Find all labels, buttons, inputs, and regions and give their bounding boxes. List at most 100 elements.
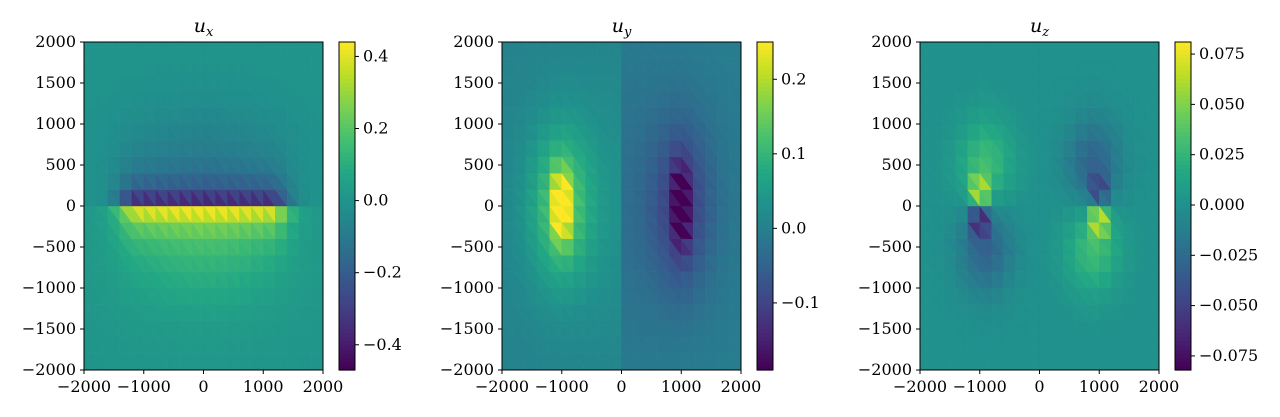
colorbar-tick-label: 0.2 bbox=[363, 119, 388, 138]
y-tick-label: 1000 bbox=[453, 114, 494, 133]
colorbar-band bbox=[757, 144, 773, 150]
colorbar-band bbox=[339, 128, 355, 133]
y-tick-label: −1500 bbox=[440, 319, 494, 338]
colorbar-band bbox=[757, 201, 773, 207]
colorbar-band bbox=[757, 165, 773, 170]
colorbar-band bbox=[1175, 292, 1191, 297]
colorbar-band bbox=[757, 124, 773, 129]
colorbar-tick-label: −0.1 bbox=[781, 293, 820, 312]
colorbar-band bbox=[1175, 181, 1191, 187]
y-tick-label: 1000 bbox=[871, 114, 912, 133]
x-tick-label: 2000 bbox=[1139, 377, 1180, 396]
colorbar-band bbox=[757, 365, 773, 371]
colorbar-band bbox=[757, 226, 773, 232]
colorbar-band bbox=[339, 218, 355, 223]
y-tick-label: 1000 bbox=[35, 114, 76, 133]
colorbar-band bbox=[339, 263, 355, 269]
colorbar-band bbox=[339, 300, 355, 305]
colorbar-band bbox=[1175, 210, 1191, 215]
y-tick-label: 500 bbox=[463, 155, 494, 174]
colorbar-band bbox=[1175, 185, 1191, 191]
colorbar-band bbox=[1175, 87, 1191, 92]
y-tick-label: 2000 bbox=[35, 32, 76, 51]
colorbar-band bbox=[339, 177, 355, 182]
colorbar-band bbox=[339, 320, 355, 326]
colorbar-band bbox=[339, 148, 355, 154]
colorbar-band bbox=[757, 267, 773, 273]
colorbar-tick-label: 0.2 bbox=[781, 69, 806, 88]
y-tick-label: −1000 bbox=[440, 278, 494, 297]
colorbar-band bbox=[339, 279, 355, 285]
colorbar-band bbox=[1175, 42, 1191, 47]
colorbar-band bbox=[339, 329, 355, 334]
colorbar-band bbox=[1175, 329, 1191, 334]
colorbar-band bbox=[339, 210, 355, 215]
colorbar-band bbox=[757, 333, 773, 338]
colorbar-tick-label: 0.0 bbox=[781, 218, 806, 237]
colorbar-band bbox=[1175, 353, 1191, 359]
colorbar-band bbox=[757, 300, 773, 305]
colorbar-band bbox=[757, 234, 773, 240]
colorbar-band bbox=[757, 292, 773, 297]
colorbar-band bbox=[339, 361, 355, 367]
colorbar-tick-label: 0.050 bbox=[1199, 94, 1245, 113]
colorbar-band bbox=[1175, 304, 1191, 310]
heatmap-mesh bbox=[501, 41, 742, 371]
colorbar-band bbox=[339, 357, 355, 363]
colorbar-band bbox=[757, 251, 773, 256]
colorbar-band bbox=[757, 62, 773, 68]
colorbar-band bbox=[1175, 357, 1191, 363]
colorbar-band bbox=[1175, 349, 1191, 355]
colorbar-band bbox=[757, 42, 773, 47]
colorbar-band bbox=[757, 197, 773, 203]
colorbar-band bbox=[339, 365, 355, 371]
colorbar-band bbox=[339, 255, 355, 260]
colorbar-band bbox=[757, 316, 773, 322]
colorbar-band bbox=[339, 292, 355, 297]
y-tick-label: 0 bbox=[484, 196, 494, 215]
colorbar-band bbox=[339, 165, 355, 170]
y-tick-label: 500 bbox=[881, 155, 912, 174]
colorbar-band bbox=[1175, 83, 1191, 88]
colorbar-band bbox=[339, 152, 355, 158]
colorbar-band bbox=[757, 230, 773, 236]
colorbar-band bbox=[757, 103, 773, 109]
colorbar-band bbox=[339, 267, 355, 273]
colorbar-band bbox=[339, 316, 355, 322]
heatmap-mesh bbox=[83, 41, 324, 371]
colorbar-band bbox=[339, 304, 355, 310]
colorbar-band bbox=[1175, 238, 1191, 244]
colorbar-band bbox=[757, 87, 773, 92]
colorbar-band bbox=[757, 255, 773, 260]
y-tick-label: 2000 bbox=[453, 32, 494, 51]
panel-1: −2000 −1000 0 1000 2000 2000 1500 1000 500 0 −500 −… bbox=[22, 15, 402, 396]
colorbar-band bbox=[757, 177, 773, 182]
colorbar-band bbox=[1175, 214, 1191, 219]
colorbar-band bbox=[1175, 136, 1191, 141]
colorbar-band bbox=[1175, 300, 1191, 305]
colorbar-band bbox=[757, 304, 773, 310]
colorbar-band bbox=[757, 169, 773, 174]
colorbar-band bbox=[1175, 124, 1191, 129]
colorbar-band bbox=[339, 234, 355, 240]
colorbar-band bbox=[339, 206, 355, 211]
colorbar: 0.075 0.050 0.025 0.000 −0.025 −0.050 −0.075 bbox=[1174, 41, 1258, 371]
x-tick-label: 1000 bbox=[243, 377, 284, 396]
colorbar-band bbox=[339, 189, 355, 195]
colorbar-band bbox=[339, 66, 355, 72]
colorbar-band bbox=[757, 210, 773, 215]
colorbar-band bbox=[1175, 337, 1191, 342]
colorbar-band bbox=[1175, 222, 1191, 228]
colorbar-band bbox=[1175, 50, 1191, 55]
colorbar-band bbox=[1175, 226, 1191, 232]
y-tick-label: −1500 bbox=[858, 319, 912, 338]
colorbar-band bbox=[339, 275, 355, 281]
colorbar-band bbox=[339, 87, 355, 92]
colorbar-band bbox=[1175, 296, 1191, 301]
colorbar-band bbox=[1175, 189, 1191, 195]
x-tick-label: 1000 bbox=[1079, 377, 1120, 396]
colorbar-band bbox=[339, 337, 355, 342]
colorbar-band bbox=[1175, 234, 1191, 240]
colorbar-band bbox=[757, 324, 773, 330]
colorbar-band bbox=[757, 206, 773, 211]
